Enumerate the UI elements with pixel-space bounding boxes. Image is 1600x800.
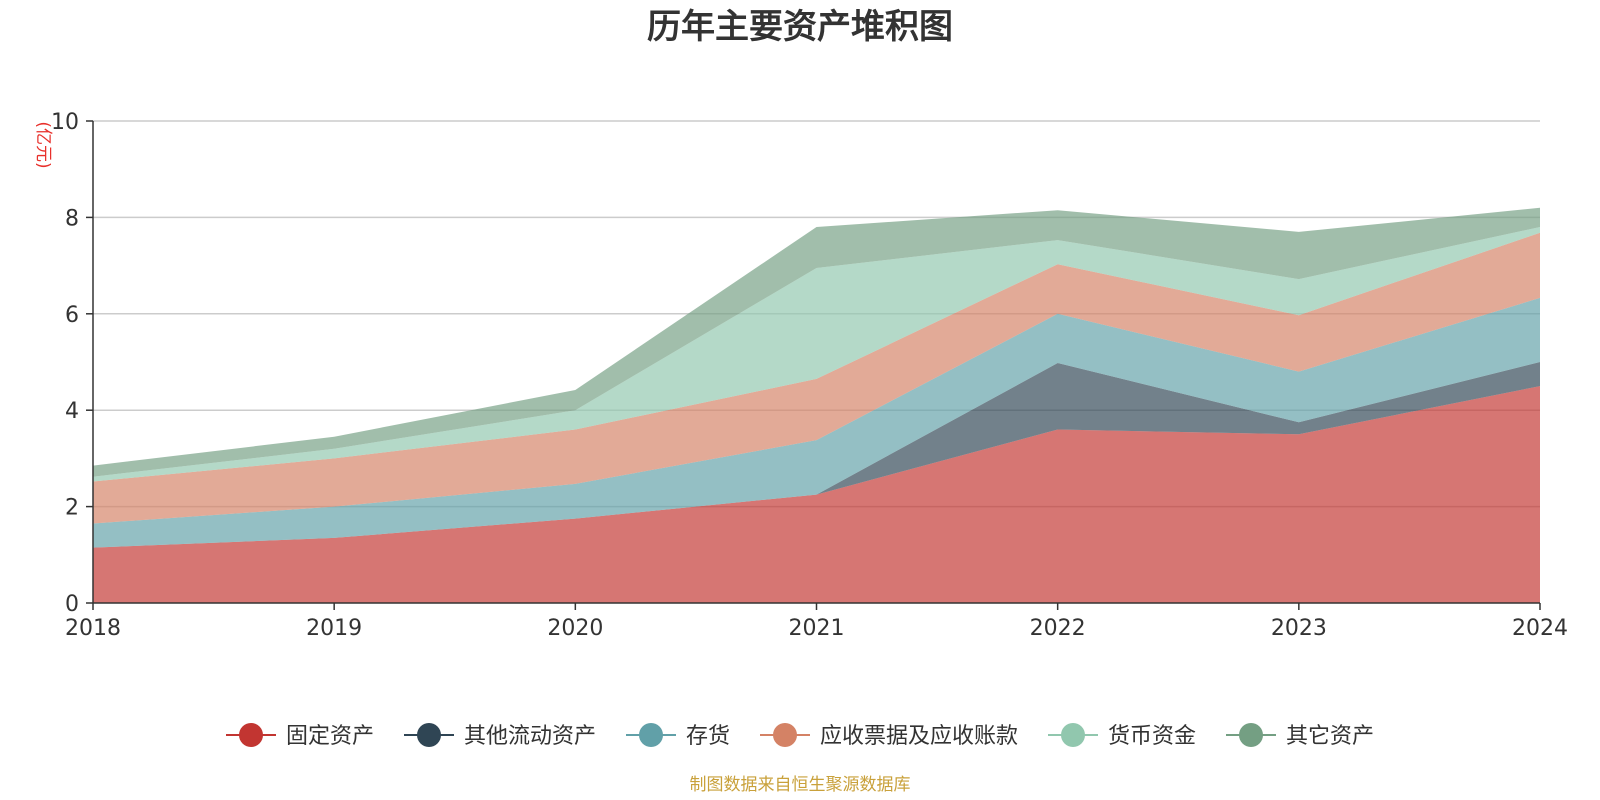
legend-label: 存货: [686, 724, 730, 749]
chart-title: 历年主要资产堆积图: [647, 7, 953, 47]
area-series-0: [93, 386, 1540, 603]
legend-item-2[interactable]: 存货: [626, 723, 730, 749]
legend-item-5[interactable]: 其它资产: [1226, 723, 1374, 749]
y-tick-label: 8: [65, 206, 79, 231]
y-tick-label: 0: [65, 592, 79, 617]
legend-marker-icon: [773, 723, 797, 747]
area-series-3: [93, 232, 1540, 524]
legend-marker-icon: [239, 723, 263, 747]
x-tick-label: 2018: [65, 616, 121, 641]
legend-marker-icon: [1061, 723, 1085, 747]
legend-marker-icon: [417, 723, 441, 747]
legend-item-0[interactable]: 固定资产: [226, 723, 374, 749]
legend-label: 其他流动资产: [464, 724, 596, 749]
legend-label: 固定资产: [286, 724, 374, 749]
x-tick-label: 2022: [1030, 616, 1086, 641]
legend: 固定资产 其他流动资产 存货 应收票据及应收账款 货币资金 其它资产: [226, 723, 1374, 749]
x-tick-label: 2019: [306, 616, 362, 641]
x-tick-label: 2023: [1271, 616, 1327, 641]
legend-label: 货币资金: [1108, 724, 1196, 749]
y-tick-label: 2: [65, 496, 79, 521]
legend-label: 其它资产: [1286, 724, 1374, 749]
area-series-4: [93, 227, 1540, 482]
axes: 0 2 4 6 8 10 2018 2019 2020 2021 2022 2023 2024: [51, 110, 1568, 641]
legend-label: 应收票据及应收账款: [820, 724, 1018, 749]
y-tick-label: 10: [51, 110, 79, 135]
area-series-2: [93, 297, 1540, 548]
legend-marker-icon: [639, 723, 663, 747]
x-tick-label: 2020: [547, 616, 603, 641]
y-axis-unit-label: (亿元): [33, 121, 53, 168]
area-series-5: [93, 207, 1540, 477]
area-series-layer: [93, 207, 1540, 603]
area-series-1: [93, 362, 1540, 548]
y-tick-label: 6: [65, 303, 79, 328]
x-tick-label: 2024: [1512, 616, 1568, 641]
legend-item-4[interactable]: 货币资金: [1048, 723, 1196, 749]
source-note: 制图数据来自恒生聚源数据库: [690, 775, 911, 795]
x-tick-label: 2021: [789, 616, 845, 641]
y-tick-label: 4: [65, 399, 79, 424]
legend-item-3[interactable]: 应收票据及应收账款: [760, 723, 1018, 749]
legend-marker-icon: [1239, 723, 1263, 747]
legend-item-1[interactable]: 其他流动资产: [404, 723, 596, 749]
